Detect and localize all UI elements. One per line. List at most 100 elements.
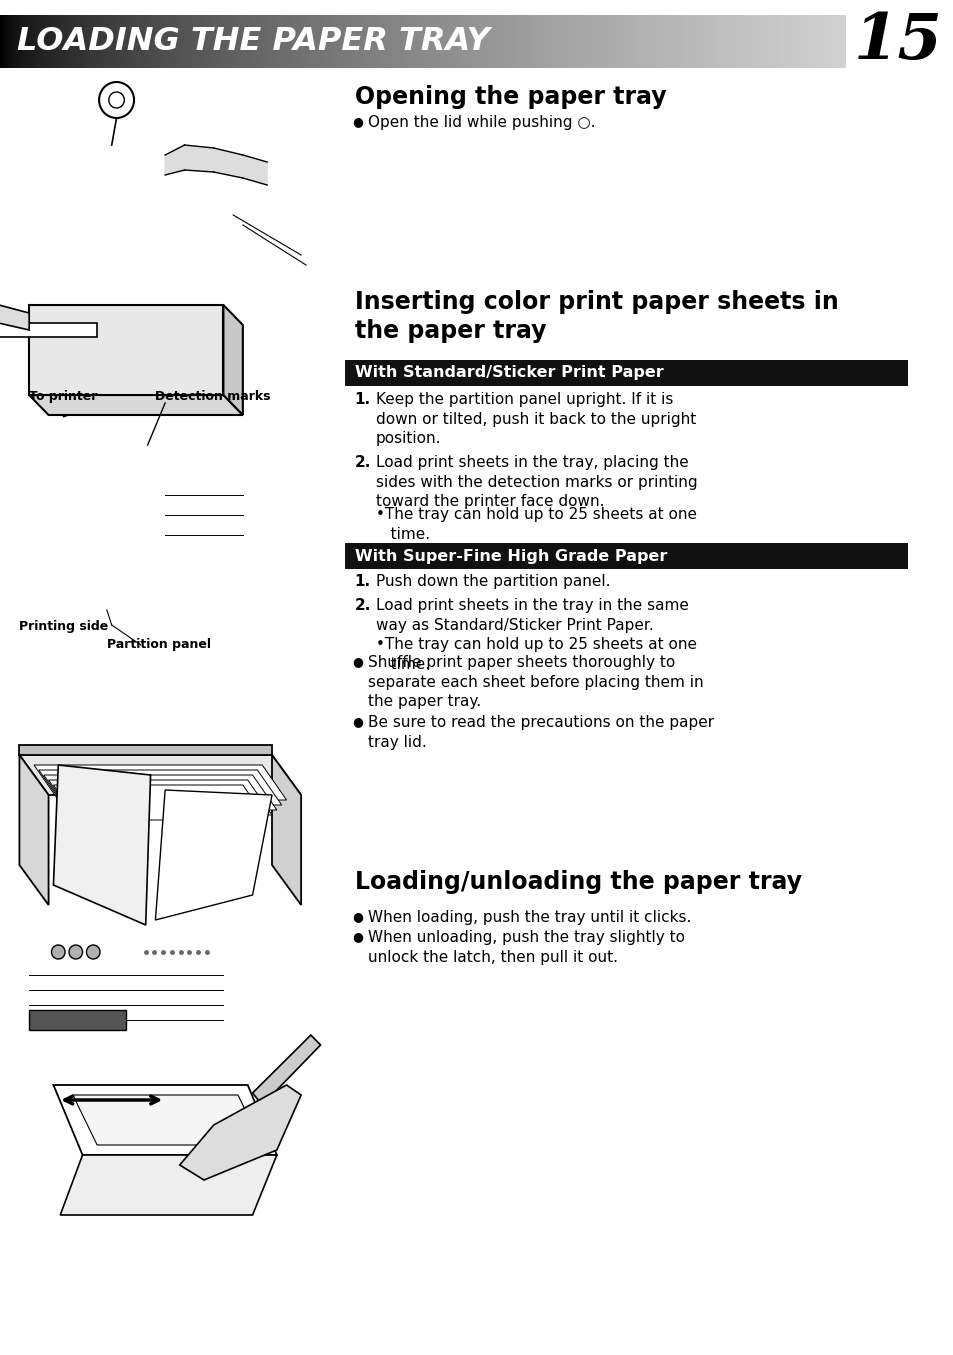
Bar xyxy=(284,15,288,68)
Bar xyxy=(337,15,341,68)
Bar xyxy=(445,15,448,68)
Bar xyxy=(526,15,530,68)
Bar xyxy=(718,15,720,68)
Bar xyxy=(504,15,507,68)
Bar xyxy=(349,15,353,68)
Text: ●: ● xyxy=(353,115,363,127)
Bar xyxy=(653,15,657,68)
Bar xyxy=(408,15,412,68)
Bar xyxy=(577,15,580,68)
Bar xyxy=(233,15,237,68)
Bar xyxy=(132,15,135,68)
Bar xyxy=(206,15,209,68)
Bar xyxy=(222,15,226,68)
Bar xyxy=(537,15,540,68)
Bar xyxy=(369,15,372,68)
Bar xyxy=(692,15,696,68)
Bar xyxy=(53,15,57,68)
Text: Loading/unloading the paper tray: Loading/unloading the paper tray xyxy=(355,870,801,894)
Text: Opening the paper tray: Opening the paper tray xyxy=(355,85,665,108)
Bar xyxy=(517,15,521,68)
Bar xyxy=(231,15,234,68)
Bar xyxy=(788,15,791,68)
Bar xyxy=(833,15,837,68)
Circle shape xyxy=(87,944,100,959)
Bar xyxy=(839,15,841,68)
Bar xyxy=(130,15,132,68)
Bar xyxy=(327,15,330,68)
Polygon shape xyxy=(30,396,243,415)
Text: Printing side: Printing side xyxy=(19,621,109,633)
Bar xyxy=(154,15,158,68)
Polygon shape xyxy=(223,305,243,415)
Bar xyxy=(732,15,735,68)
Bar xyxy=(251,15,253,68)
Polygon shape xyxy=(213,148,243,178)
Bar xyxy=(318,15,321,68)
Bar xyxy=(239,15,242,68)
Bar xyxy=(611,15,614,68)
Bar xyxy=(82,15,85,68)
Bar xyxy=(377,15,380,68)
Bar xyxy=(501,15,504,68)
Bar xyxy=(197,15,200,68)
Bar xyxy=(62,15,65,68)
Bar xyxy=(278,15,282,68)
Bar xyxy=(599,15,602,68)
Polygon shape xyxy=(19,755,49,905)
Bar xyxy=(431,15,434,68)
Bar xyxy=(30,15,34,68)
Bar xyxy=(344,543,907,569)
Text: To printer: To printer xyxy=(30,390,97,402)
Bar xyxy=(344,360,907,386)
Bar xyxy=(281,15,285,68)
Bar xyxy=(591,15,595,68)
Bar xyxy=(389,15,392,68)
Bar xyxy=(630,15,634,68)
Bar xyxy=(124,15,127,68)
Bar xyxy=(751,15,755,68)
Bar xyxy=(512,15,516,68)
Bar xyxy=(549,15,552,68)
Text: Detection marks: Detection marks xyxy=(155,390,271,402)
Bar xyxy=(639,15,642,68)
Bar xyxy=(268,15,271,68)
Bar xyxy=(177,15,180,68)
Bar xyxy=(273,15,276,68)
Bar xyxy=(138,15,141,68)
Bar xyxy=(667,15,670,68)
Bar xyxy=(641,15,645,68)
Bar xyxy=(771,15,775,68)
Bar xyxy=(619,15,622,68)
Bar xyxy=(352,15,355,68)
Bar xyxy=(509,15,513,68)
Bar xyxy=(6,15,9,68)
Text: With Super-Fine High Grade Paper: With Super-Fine High Grade Paper xyxy=(355,549,666,564)
Bar xyxy=(439,15,442,68)
Bar xyxy=(794,15,797,68)
Bar xyxy=(738,15,740,68)
Bar xyxy=(768,15,772,68)
Bar xyxy=(242,15,245,68)
Bar xyxy=(366,15,369,68)
Bar xyxy=(726,15,729,68)
Text: LOADING THE PAPER TRAY: LOADING THE PAPER TRAY xyxy=(17,26,490,57)
Bar xyxy=(3,15,6,68)
Text: Load print sheets in the tray in the same
way as Standard/Sticker Print Paper.
•: Load print sheets in the tray in the sam… xyxy=(375,598,697,672)
Bar xyxy=(571,15,575,68)
Bar xyxy=(166,15,170,68)
Bar xyxy=(579,15,583,68)
Bar xyxy=(346,15,350,68)
Bar xyxy=(416,15,419,68)
Text: 1.: 1. xyxy=(355,575,371,589)
Bar xyxy=(478,15,481,68)
Bar xyxy=(275,15,279,68)
Bar xyxy=(813,15,817,68)
Bar xyxy=(746,15,749,68)
Bar xyxy=(118,15,121,68)
Bar xyxy=(144,15,147,68)
Text: Push down the partition panel.: Push down the partition panel. xyxy=(375,575,610,589)
Bar xyxy=(295,15,299,68)
Bar xyxy=(304,15,307,68)
Bar xyxy=(743,15,746,68)
